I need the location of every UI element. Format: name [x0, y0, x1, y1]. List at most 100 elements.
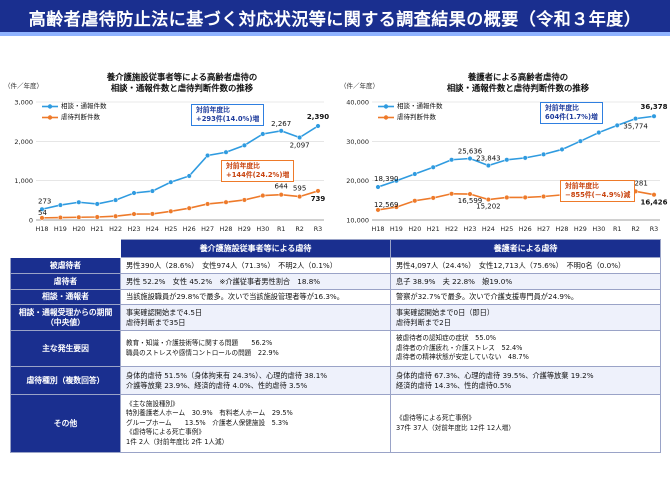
y-tick-label: 0 — [29, 217, 33, 225]
legend-swatch — [378, 104, 394, 109]
callout-line: +293件(14.0%)増 — [196, 115, 260, 123]
series-line — [41, 125, 319, 211]
change-callout: 対前年度比 604件(1.7%)増 — [540, 102, 603, 124]
data-label: 36,378 — [640, 103, 667, 111]
data-point — [186, 205, 192, 211]
legend-label: 相談・通報件数 — [61, 102, 107, 110]
cell-caregiver: 警察が32.7%で最多。次いで介護支援専門員が24.9%。 — [390, 289, 661, 305]
x-tick-label: H23 — [128, 225, 141, 233]
data-point — [485, 163, 491, 169]
data-point — [375, 207, 381, 213]
chart-title: 養護者による高齢者虐待の 相談・通報件数と虐待判断件数の推移 — [446, 72, 590, 93]
series-line — [377, 115, 655, 188]
cell-caregiver: 男性4,097人（24.4%） 女性12,713人（75.6%） 不明0名（0.… — [390, 257, 661, 274]
cell-caregiver: 身体的虐待 67.3%、心理的虐待 39.5%、介護等放棄 19.2% 経済的虐… — [390, 366, 661, 395]
x-tick-label: H29 — [574, 225, 587, 233]
x-tick-label: H24 — [146, 225, 159, 233]
x-tick-label: H27 — [537, 225, 550, 233]
data-point — [205, 201, 211, 207]
x-tick-label: R3 — [314, 225, 323, 233]
title-banner — [0, 0, 670, 36]
x-tick-label: H22 — [109, 225, 122, 233]
chart-facility-staff: 養介護施設従事者等による高齢者虐待の 相談・通報件数と虐待判断件数の推移 （件／… — [2, 72, 334, 272]
data-label: 16,599 — [458, 197, 483, 205]
data-label: 595 — [293, 185, 306, 193]
data-point — [375, 184, 381, 190]
data-label: 12,569 — [374, 201, 399, 209]
data-point — [651, 192, 657, 198]
x-tick-label: H26 — [519, 225, 532, 233]
row-label: 主な発生要因 — [10, 330, 121, 367]
data-point — [241, 142, 247, 148]
x-tick-label: H25 — [164, 225, 177, 233]
data-point — [449, 191, 455, 197]
data-point — [94, 201, 100, 207]
x-tick-label: H23 — [464, 225, 477, 233]
data-point — [223, 149, 229, 155]
cell-facility: 教育・知識・介護技術等に関する問題 56.2% 職員のストレスや感情コントロール… — [120, 330, 391, 367]
table-row: その他 《主な施設種別》 特別養護老人ホーム 30.9% 有料老人ホーム 29.5… — [10, 394, 661, 453]
y-tick-label: 1,000 — [14, 177, 33, 185]
x-tick-label: H27 — [201, 225, 214, 233]
data-point — [113, 213, 119, 219]
data-point — [522, 155, 528, 161]
cell-facility: 身体的虐待 51.5%（身体拘束有 24.3%）、心理的虐待 38.1% 介護等… — [120, 366, 391, 395]
y-tick-label: 30,000 — [346, 138, 369, 146]
data-point — [467, 155, 473, 162]
cell-caregiver: 被虐待者の認知症の症状 55.0% 虐待者の介護疲れ・介護ストレス 52.4% … — [390, 330, 661, 367]
col-header-caregiver: 養護者による虐待 — [390, 239, 661, 258]
data-point — [205, 152, 211, 159]
y-unit-label: （件／年度） — [4, 82, 43, 90]
chart-title: 養介護施設従事者等による高齢者虐待の 相談・通報件数と虐待判断件数の推移 — [106, 72, 258, 93]
callout-line: 604件(1.7%)増 — [545, 113, 598, 121]
data-point — [577, 138, 583, 144]
data-point — [504, 194, 510, 201]
x-tick-label: H21 — [427, 225, 440, 233]
data-label: 35,774 — [623, 123, 648, 131]
data-point — [260, 131, 266, 137]
data-label: 644 — [275, 183, 289, 191]
data-point — [412, 198, 418, 204]
data-point — [131, 211, 137, 217]
callout-line: 対前年度比 — [545, 104, 579, 112]
data-point — [131, 190, 137, 196]
cell-facility: 《主な施設種別》 特別養護老人ホーム 30.9% 有料老人ホーム 29.5% グ… — [120, 394, 391, 453]
data-point — [430, 164, 436, 170]
data-label: 15,202 — [476, 203, 501, 211]
x-tick-label: H18 — [372, 225, 385, 233]
table-body: 被虐待者 男性390人（28.6%） 女性974人（71.3%） 不明2人（0.1… — [10, 257, 661, 453]
chart-caregivers: 養護者による高齢者虐待の 相談・通報件数と虐待判断件数の推移 （件／年度） 10… — [338, 72, 670, 272]
data-point — [614, 122, 620, 128]
data-point — [278, 192, 284, 198]
cell-facility: 男性 52.2% 女性 45.2% ※介護従事者男性割合 18.8% — [120, 273, 391, 290]
x-tick-label: H22 — [445, 225, 458, 233]
data-point — [168, 208, 174, 214]
cell-facility: 事実確認開始まで4.5日 虐待判断まで35日 — [120, 304, 391, 331]
callout-line: 対前年度比 — [226, 162, 260, 170]
x-tick-label: R1 — [613, 225, 622, 233]
x-tick-label: R1 — [277, 225, 286, 233]
data-point — [186, 173, 192, 179]
title-underline — [0, 32, 670, 36]
chart-legend: 相談・通報件数 虐待判断件数 — [42, 101, 107, 123]
y-tick-label: 20,000 — [346, 177, 369, 185]
data-point — [467, 191, 473, 197]
data-label: 16,426 — [640, 199, 667, 207]
x-tick-label: H20 — [408, 225, 421, 233]
data-point — [76, 214, 82, 220]
x-tick-label: H28 — [556, 225, 569, 233]
cell-caregiver: 事実確認開始まで0日（即日） 虐待判断まで2日 — [390, 304, 661, 331]
data-point — [485, 196, 491, 203]
x-tick-label: H30 — [256, 225, 269, 233]
x-tick-label: R3 — [650, 225, 659, 233]
data-point — [113, 197, 119, 203]
y-tick-label: 10,000 — [346, 217, 369, 225]
table-row: 相談・通報者 当該施設職員が29.8%で最多。次いで当該施設管理者等が16.3%。… — [10, 289, 661, 305]
legend-label: 虐待判断件数 — [397, 113, 436, 121]
y-tick-label: 40,000 — [346, 99, 369, 107]
data-point — [76, 199, 82, 205]
data-point — [149, 188, 155, 194]
row-label: 被虐待者 — [10, 257, 121, 274]
row-label: その他 — [10, 394, 121, 453]
